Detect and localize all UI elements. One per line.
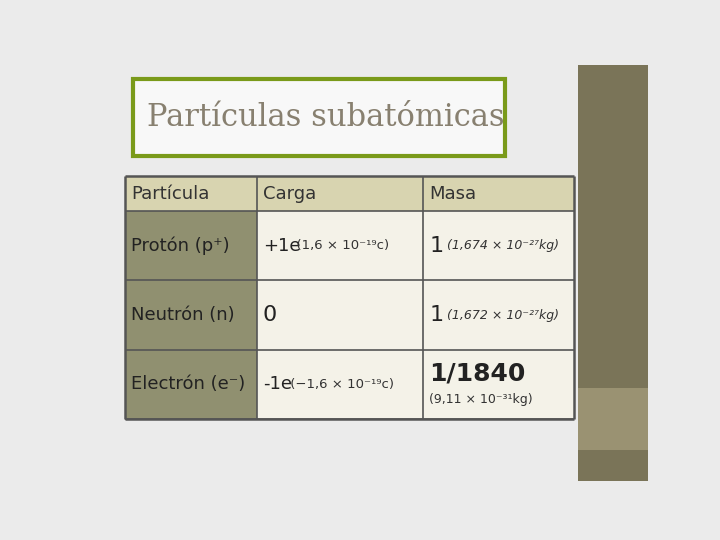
Bar <box>125 177 256 419</box>
Text: 1/1840: 1/1840 <box>429 362 526 386</box>
Bar <box>578 388 648 450</box>
Text: Carga: Carga <box>263 185 316 203</box>
Text: Partícula: Partícula <box>131 185 210 203</box>
Text: (−1,6 × 10⁻¹⁹c): (−1,6 × 10⁻¹⁹c) <box>286 378 394 391</box>
Text: (1,674 × 10⁻²⁷kg): (1,674 × 10⁻²⁷kg) <box>444 239 559 252</box>
Bar <box>125 177 575 419</box>
Text: +1e: +1e <box>263 237 300 255</box>
Bar <box>125 177 256 211</box>
Text: (1,672 × 10⁻²⁷kg): (1,672 × 10⁻²⁷kg) <box>444 308 559 321</box>
Text: Neutrón (n): Neutrón (n) <box>131 306 235 324</box>
Text: Partículas subatómicas: Partículas subatómicas <box>148 102 505 133</box>
Text: -1e: -1e <box>263 375 292 393</box>
Text: Masa: Masa <box>429 185 477 203</box>
Bar <box>132 79 505 156</box>
Text: 1: 1 <box>429 305 444 325</box>
Text: (9,11 × 10⁻³¹kg): (9,11 × 10⁻³¹kg) <box>429 393 533 406</box>
Text: Protón (p⁺): Protón (p⁺) <box>131 237 230 255</box>
Bar <box>578 65 648 388</box>
Bar <box>125 177 575 211</box>
Text: (1,6 × 10⁻¹⁹c): (1,6 × 10⁻¹⁹c) <box>287 239 389 252</box>
Text: 1: 1 <box>429 236 444 256</box>
Text: 0: 0 <box>263 305 277 325</box>
Bar <box>578 450 648 481</box>
Text: Electrón (e⁻): Electrón (e⁻) <box>131 375 246 393</box>
